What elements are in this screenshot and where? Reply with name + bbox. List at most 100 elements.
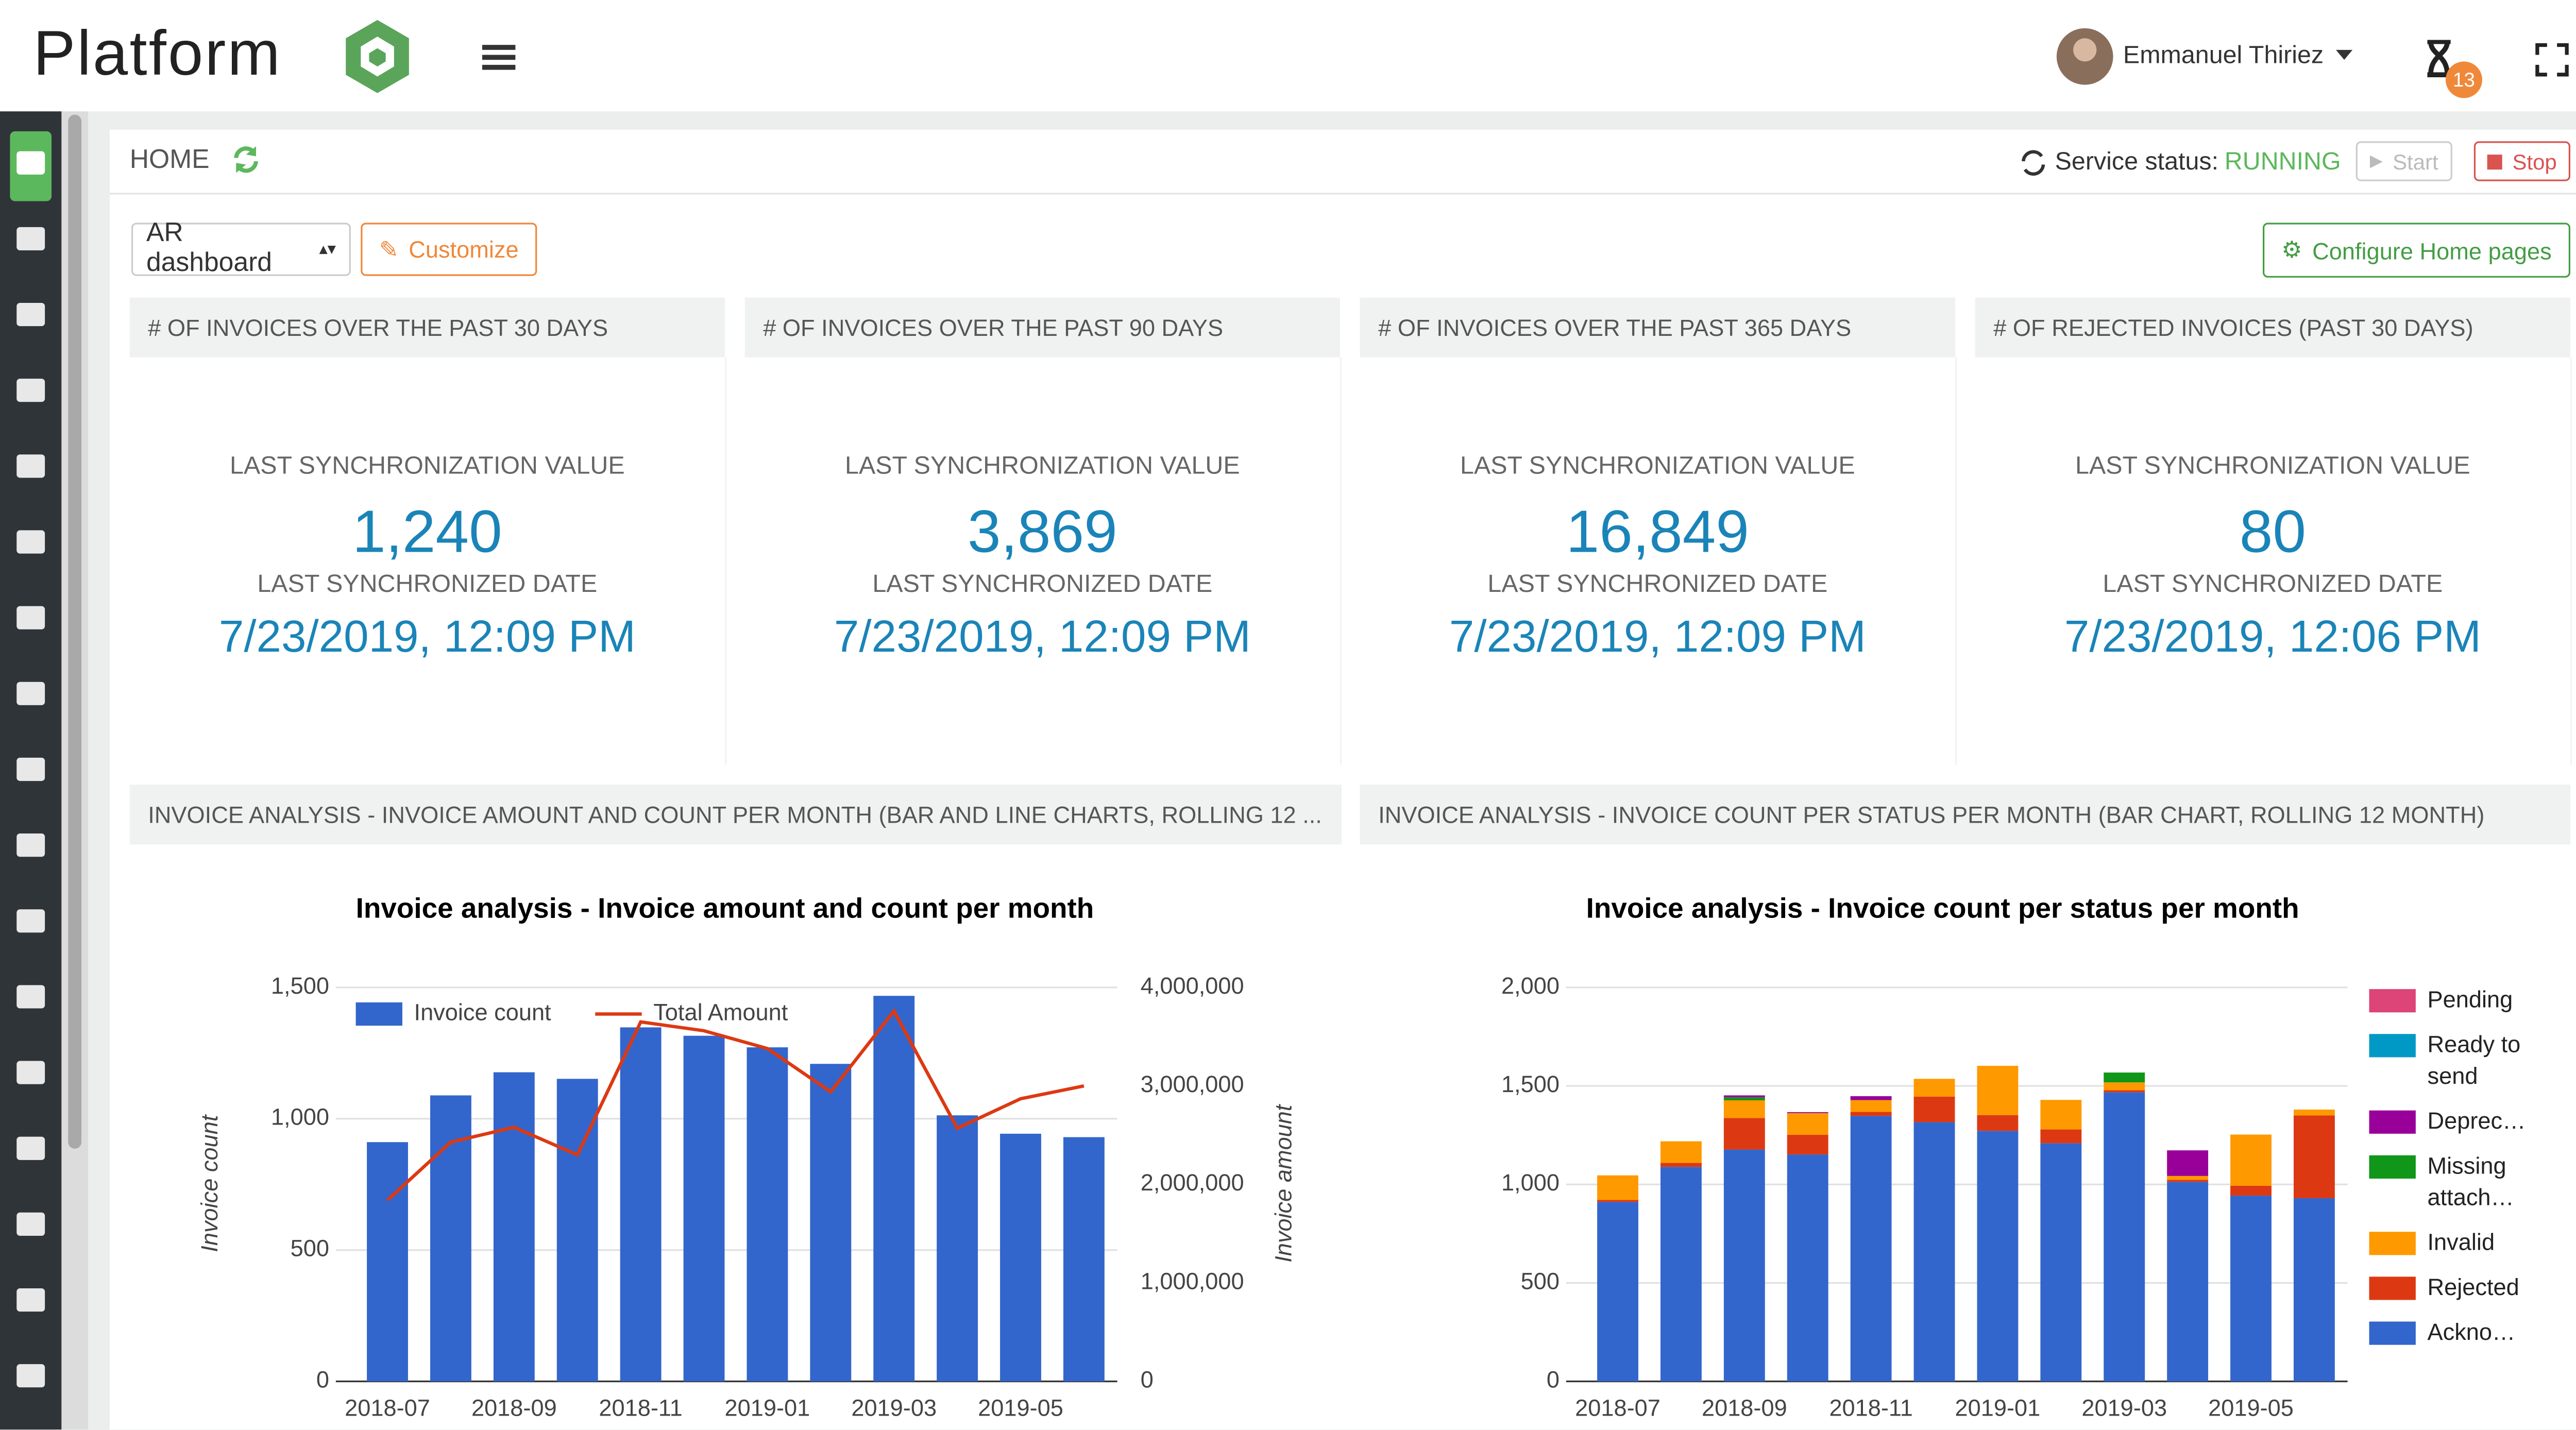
date: 7/23/2019, 12:09 PM: [1449, 611, 1866, 662]
nav-icon: [16, 302, 45, 327]
bar: [493, 1072, 535, 1382]
start-button[interactable]: ▶ Start: [2355, 141, 2452, 181]
legend-label: Rejected: [2427, 1273, 2519, 1300]
value: 80: [2239, 497, 2306, 566]
nav-icon: [16, 1061, 45, 1084]
legend-swatch: [2369, 1155, 2416, 1179]
y-tick-label: 0: [316, 1367, 329, 1393]
line: [386, 1008, 1084, 1202]
y-tick-label: 1,000: [1501, 1169, 1560, 1196]
menu-toggle[interactable]: [482, 42, 519, 75]
breadcrumb: HOME: [129, 146, 210, 175]
legend-item: Ready to send: [2369, 1029, 2536, 1099]
configure-button[interactable]: ⚙ Configure Home pages: [2263, 223, 2571, 278]
nav-icon: [16, 1136, 45, 1160]
status-label: Service status:: [2055, 148, 2219, 177]
bar-segment: [1723, 1100, 1765, 1118]
y-tick-label: 2,000: [1501, 973, 1560, 999]
bar-segment: [1660, 1167, 1702, 1382]
x-tick-label: 2019-05: [2208, 1394, 2294, 1421]
panel-title: INVOICE ANALYSIS - INVOICE COUNT PER STA…: [1360, 785, 2571, 845]
sidebar-icons: [10, 131, 52, 1388]
bar-segment: [1723, 1118, 1765, 1150]
x-tick-label: 2018-09: [1702, 1394, 1787, 1421]
y-tick-label: 1,000: [271, 1104, 329, 1130]
nav-icon: [16, 530, 45, 554]
legend-swatch: [2369, 989, 2416, 1013]
bar-segment: [2293, 1115, 2335, 1199]
nav-icon: [16, 985, 45, 1009]
bar-segment: [1723, 1095, 1765, 1098]
caret: [2335, 49, 2353, 60]
bar-segment: [2104, 1090, 2145, 1093]
bar: [873, 996, 915, 1382]
y2-tick-label: 2,000,000: [1141, 1169, 1244, 1196]
customize-button[interactable]: ✎ Customize: [361, 223, 537, 276]
customize-label: Customize: [409, 236, 519, 263]
bar-segment: [2104, 1082, 2145, 1091]
date: 7/23/2019, 12:09 PM: [834, 611, 1251, 662]
refresh[interactable]: [231, 145, 261, 175]
date-label: LAST SYNCHRONIZED DATE: [257, 570, 598, 599]
date-label: LAST SYNCHRONIZED DATE: [872, 570, 1213, 599]
bar-segment: [1977, 1066, 2019, 1115]
bar-segment: [2104, 1092, 2145, 1382]
bar-segment: [2293, 1109, 2335, 1116]
card: LAST SYNCHRONIZATION VALUE 1,240 LAST SYNC…: [129, 357, 727, 765]
value-label: LAST SYNCHRONIZATION VALUE: [1460, 452, 1855, 481]
x-tick-label: 2018-07: [345, 1394, 430, 1421]
bar-segment: [1850, 1112, 1892, 1116]
dashboard-select[interactable]: AR dashboard ▴▾: [131, 219, 351, 278]
y2-axis-title: Invoice amount: [1270, 1103, 1296, 1263]
avatar[interactable]: [2055, 27, 2115, 87]
fullscreen[interactable]: [2535, 43, 2569, 77]
bar-segment: [2230, 1196, 2272, 1382]
card: LAST SYNCHRONIZATION VALUE 3,869 LAST SYNC…: [744, 357, 1342, 765]
x-tick-label: 2019-03: [851, 1394, 937, 1421]
card: LAST SYNCHRONIZATION VALUE 80 LAST SYNCHRO…: [1975, 357, 2572, 765]
bar-segment: [1787, 1154, 1828, 1382]
nav-icon: [16, 454, 45, 478]
card-title: # OF REJECTED INVOICES (PAST 30 DAYS): [1975, 297, 2571, 358]
start-label: Start: [2393, 148, 2438, 174]
bar-segment: [2167, 1182, 2209, 1382]
sidebar: [0, 111, 62, 1430]
y-tick-label: 1,500: [271, 973, 329, 999]
legend-swatch: [355, 1002, 402, 1026]
bar-segment: [1597, 1202, 1638, 1382]
nav-icon: [16, 757, 45, 781]
x-tick-label: 2018-07: [1575, 1394, 1660, 1421]
brand[interactable]: Platform: [33, 20, 282, 90]
legend-item: Deprec…: [2369, 1105, 2536, 1144]
date-label: LAST SYNCHRONIZED DATE: [1487, 570, 1828, 599]
date: 7/23/2019, 12:06 PM: [2064, 611, 2481, 662]
nav-icon: [16, 909, 45, 933]
value-label: LAST SYNCHRONIZATION VALUE: [845, 452, 1240, 481]
x-tick-label: 2019-01: [725, 1394, 810, 1421]
dashboard-name: AR dashboard: [146, 219, 273, 278]
stop-button[interactable]: Stop: [2473, 141, 2571, 181]
legend-label: Ready to send: [2427, 1030, 2521, 1089]
bar-segment: [1787, 1112, 1828, 1113]
bar-segment: [1913, 1122, 1955, 1382]
legend-item: Missing attach…: [2369, 1150, 2536, 1220]
bar: [810, 1064, 852, 1382]
bar: [1063, 1137, 1105, 1382]
card-title: # OF INVOICES OVER THE PAST 90 DAYS: [744, 297, 1340, 358]
nav-icon: [16, 833, 45, 857]
nav-icon: [16, 606, 45, 629]
tasks-icon[interactable]: [2424, 40, 2458, 79]
user-name[interactable]: Emmanuel Thiriez: [2123, 41, 2324, 70]
legend: Pending Ready to send Deprec… Missing attac…: [2369, 984, 2536, 1361]
date: 7/23/2019, 12:09 PM: [218, 611, 636, 662]
legend-label: Pending: [2427, 985, 2513, 1013]
bar: [937, 1115, 978, 1382]
card: LAST SYNCHRONIZATION VALUE 16,849 LAST SYN…: [1360, 357, 1957, 765]
x-tick-label: 2018-09: [471, 1394, 557, 1421]
date-label: LAST SYNCHRONIZED DATE: [2103, 570, 2443, 599]
bar-segment: [2167, 1176, 2209, 1180]
bar-segment: [1660, 1141, 1702, 1163]
y2-tick-label: 1,000,000: [1141, 1268, 1244, 1294]
